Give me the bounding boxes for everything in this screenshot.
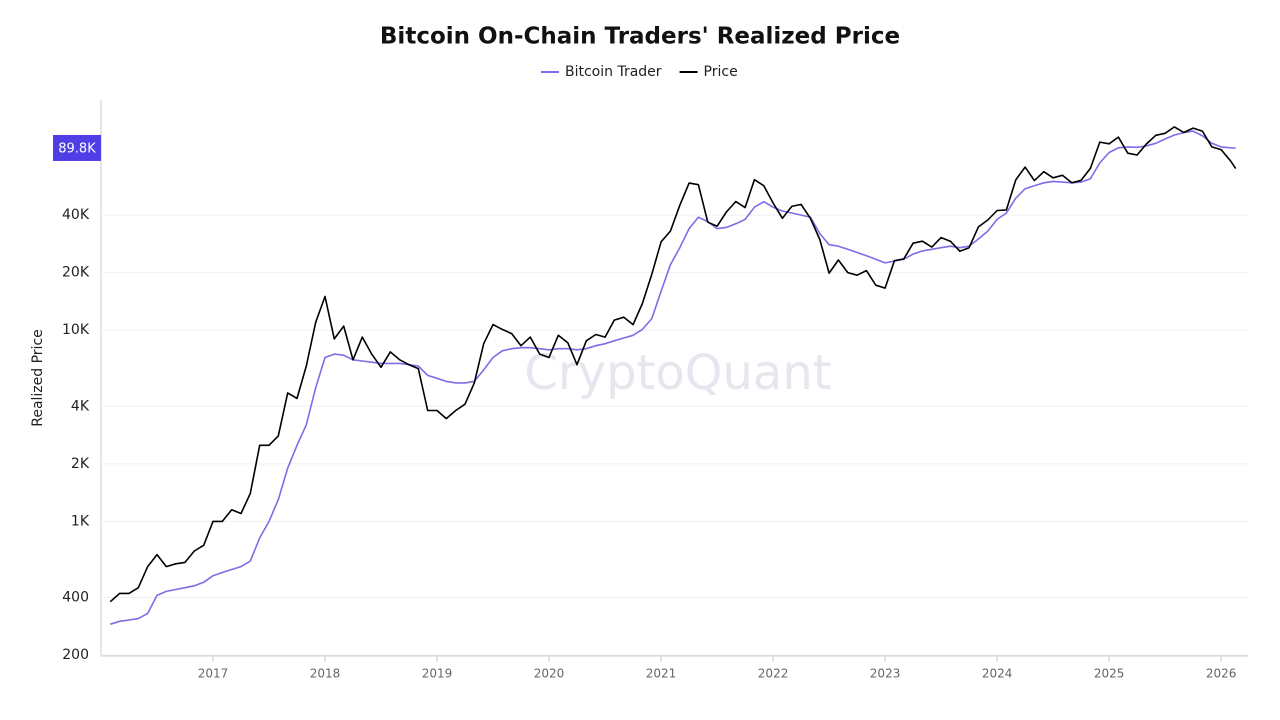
x-tick-label: 2020 — [534, 667, 565, 681]
legend-label: Price — [704, 64, 738, 80]
x-tick-label: 2018 — [310, 667, 341, 681]
y-tick-label: 2K — [71, 456, 90, 472]
price-marker-box — [53, 134, 101, 161]
x-tick-label: 2026 — [1206, 667, 1237, 681]
y-tick-label: 20K — [62, 265, 90, 281]
series-line — [109, 126, 1237, 603]
y-axis-label: Realized Price — [30, 329, 46, 427]
x-tick-label: 2024 — [982, 667, 1013, 681]
x-tick-label: 2025 — [1094, 667, 1125, 681]
x-tick-label: 2019 — [422, 667, 453, 681]
y-tick-label: 200 — [62, 647, 89, 663]
series-line — [110, 130, 1236, 625]
watermark: CryptoQuant — [524, 345, 831, 401]
x-tick-label: 2023 — [870, 667, 901, 681]
y-tick-label: 400 — [62, 589, 89, 605]
y-tick-label: 40K — [62, 207, 90, 223]
y-tick-label: 4K — [71, 398, 90, 414]
x-tick-label: 2021 — [646, 667, 677, 681]
legend: Bitcoin Trader Price — [541, 64, 738, 80]
price-marker-label: 89.8K — [58, 141, 96, 156]
legend-label: Bitcoin Trader — [565, 64, 662, 80]
y-tick-label: 10K — [62, 322, 90, 338]
y-tick-label: 1K — [71, 513, 90, 529]
x-tick-label: 2022 — [758, 667, 789, 681]
x-tick-label: 2017 — [198, 667, 229, 681]
chart-title: Bitcoin On-Chain Traders' Realized Price — [380, 24, 900, 50]
